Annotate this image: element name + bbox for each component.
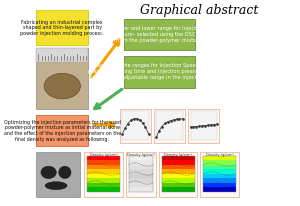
FancyBboxPatch shape <box>203 160 236 165</box>
FancyBboxPatch shape <box>162 169 195 173</box>
FancyBboxPatch shape <box>122 111 149 140</box>
FancyBboxPatch shape <box>162 178 195 183</box>
FancyBboxPatch shape <box>203 183 236 187</box>
FancyBboxPatch shape <box>87 187 120 192</box>
FancyBboxPatch shape <box>203 187 236 192</box>
FancyBboxPatch shape <box>129 165 154 169</box>
Text: Optimizing the injection parameters for the used
powder-polymer mixture as initi: Optimizing the injection parameters for … <box>4 120 121 142</box>
FancyBboxPatch shape <box>129 183 154 187</box>
FancyBboxPatch shape <box>162 165 195 169</box>
Point <box>143 126 148 129</box>
Ellipse shape <box>44 73 80 99</box>
Ellipse shape <box>59 166 71 179</box>
FancyBboxPatch shape <box>124 56 195 88</box>
Point <box>140 121 145 125</box>
Point <box>123 127 128 130</box>
Text: Selecting the ranges for Injection Speed, Holding
pressure, Holding time and Inj: Selecting the ranges for Injection Speed… <box>88 63 231 80</box>
FancyBboxPatch shape <box>36 48 88 109</box>
Text: Density (g/cm³): Density (g/cm³) <box>90 153 117 157</box>
FancyBboxPatch shape <box>156 111 183 140</box>
Point <box>174 118 179 121</box>
FancyBboxPatch shape <box>162 173 195 178</box>
Point <box>154 136 159 139</box>
Text: 🔧: 🔧 <box>58 81 67 95</box>
Text: Density (g/cm³): Density (g/cm³) <box>127 153 155 157</box>
Text: Density (g/cm³): Density (g/cm³) <box>164 153 192 157</box>
Text: Upper and lower range for Injection
temperature– selected using the DSC analysis: Upper and lower range for Injection temp… <box>101 26 218 43</box>
Point <box>197 124 202 128</box>
FancyBboxPatch shape <box>124 19 195 50</box>
Point <box>166 120 170 123</box>
FancyBboxPatch shape <box>129 173 154 178</box>
FancyBboxPatch shape <box>162 160 195 165</box>
FancyBboxPatch shape <box>87 169 120 173</box>
Point <box>202 124 207 127</box>
Text: Graphical abstract: Graphical abstract <box>140 4 258 17</box>
Point <box>125 122 130 126</box>
FancyBboxPatch shape <box>36 152 80 197</box>
FancyBboxPatch shape <box>203 165 236 169</box>
FancyBboxPatch shape <box>120 109 151 143</box>
Point <box>177 117 182 121</box>
FancyBboxPatch shape <box>84 152 123 197</box>
FancyBboxPatch shape <box>162 156 195 160</box>
FancyBboxPatch shape <box>125 152 156 197</box>
Point <box>180 117 185 121</box>
Point <box>168 119 173 122</box>
FancyBboxPatch shape <box>203 156 236 160</box>
FancyBboxPatch shape <box>129 156 154 160</box>
FancyBboxPatch shape <box>200 152 239 197</box>
Point <box>137 119 142 122</box>
Point <box>188 125 193 129</box>
FancyBboxPatch shape <box>129 178 154 183</box>
FancyBboxPatch shape <box>190 111 217 140</box>
FancyBboxPatch shape <box>36 10 88 45</box>
FancyBboxPatch shape <box>203 169 236 173</box>
FancyBboxPatch shape <box>188 109 219 143</box>
FancyBboxPatch shape <box>154 109 185 143</box>
Point <box>191 125 196 129</box>
FancyBboxPatch shape <box>159 152 197 197</box>
FancyBboxPatch shape <box>87 173 120 178</box>
FancyBboxPatch shape <box>36 48 88 62</box>
FancyBboxPatch shape <box>87 165 120 169</box>
FancyBboxPatch shape <box>129 187 154 192</box>
Point <box>172 118 176 121</box>
Point <box>146 133 151 136</box>
Point <box>194 125 198 128</box>
Point <box>129 119 134 122</box>
Point <box>208 123 213 126</box>
Point <box>206 124 211 127</box>
FancyBboxPatch shape <box>87 183 120 187</box>
Point <box>211 123 216 126</box>
Point <box>157 129 161 132</box>
Point <box>159 125 164 128</box>
FancyBboxPatch shape <box>203 173 236 178</box>
Point <box>214 123 219 126</box>
Point <box>200 124 204 128</box>
Text: Fabricating an industrial complex
shaped and thin-layered part by
powder injecti: Fabricating an industrial complex shaped… <box>20 20 104 36</box>
Point <box>163 122 168 125</box>
Point <box>131 117 136 120</box>
Point <box>120 133 125 136</box>
FancyBboxPatch shape <box>87 160 120 165</box>
Point <box>134 117 139 120</box>
FancyBboxPatch shape <box>162 183 195 187</box>
Text: Density (g/cm³): Density (g/cm³) <box>206 153 233 157</box>
FancyBboxPatch shape <box>203 178 236 183</box>
FancyBboxPatch shape <box>129 169 154 173</box>
FancyBboxPatch shape <box>129 160 154 165</box>
FancyBboxPatch shape <box>36 115 88 146</box>
Ellipse shape <box>41 166 56 179</box>
FancyBboxPatch shape <box>162 187 195 192</box>
FancyBboxPatch shape <box>87 178 120 183</box>
FancyBboxPatch shape <box>87 156 120 160</box>
Ellipse shape <box>45 182 67 190</box>
